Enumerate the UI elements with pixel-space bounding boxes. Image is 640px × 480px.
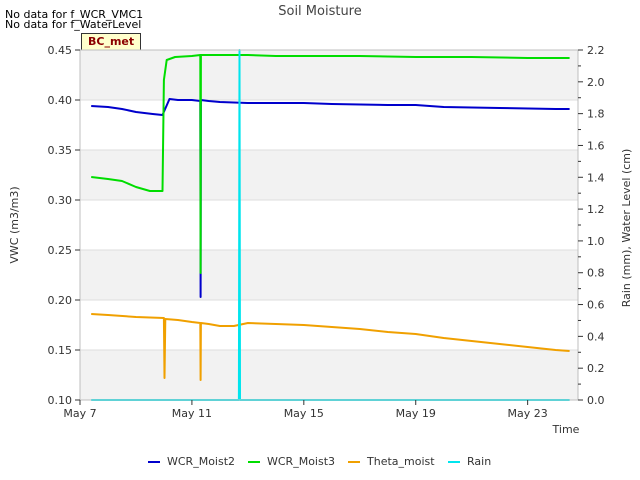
legend-label-rain: Rain [467,455,491,468]
plot-frame [79,49,579,401]
chart-title: Soil Moisture [278,4,362,19]
y2-tick-label: 1.0 [587,235,605,248]
x-tick-label: May 23 [508,407,548,420]
y2-tick-label: 0.0 [587,394,605,407]
y-tick-label: 0.40 [48,94,73,107]
y-tick-label: 0.15 [48,344,73,357]
site-badge: BC_met [81,33,142,51]
no-data-note-vmc1: No data for f_WCR_VMC1 [5,8,144,21]
y2-tick-label: 1.6 [587,139,605,152]
y-tick-label: 0.10 [48,394,73,407]
y2-tick-label: 1.4 [587,171,605,184]
y-tick-label: 0.20 [48,294,73,307]
y2-tick-label: 0.6 [587,299,605,312]
y2-tick-label: 0.4 [587,330,605,343]
legend-label-wcr-moist2: WCR_Moist2 [167,455,235,468]
background-band [80,150,578,200]
series-line-wcr-moist2 [91,98,570,298]
x-tick-label: May 11 [172,407,212,420]
x-axis-label: Time [552,423,580,436]
x-tick-label: May 19 [396,407,436,420]
y2-tick-label: 0.8 [587,267,605,280]
series-line-wcr-moist3 [91,54,570,274]
legend-label-theta-moist: Theta_moist [366,455,435,468]
background-band [80,250,578,300]
y2-tick-label: 2.2 [587,44,605,57]
series-line-theta-moist [91,313,570,381]
y2-axis-label: Rain (mm), Water Level (cm) [620,149,633,308]
y2-tick-label: 0.2 [587,362,605,375]
y2-tick-label: 1.2 [587,203,605,216]
x-tick-label: May 15 [284,407,324,420]
y2-tick-label: 2.0 [587,76,605,89]
y-tick-label: 0.30 [48,194,73,207]
no-data-note-waterlevel: No data for f_WaterLevel [5,18,142,31]
y-tick-label: 0.35 [48,144,73,157]
legend-label-wcr-moist3: WCR_Moist3 [267,455,335,468]
y2-tick-label: 1.8 [587,108,605,121]
y-axis-label: VWC (m3/m3) [8,186,21,263]
y-tick-label: 0.25 [48,244,73,257]
x-tick-label: May 7 [63,407,96,420]
background-band [80,350,578,400]
y-tick-label: 0.45 [48,44,73,57]
